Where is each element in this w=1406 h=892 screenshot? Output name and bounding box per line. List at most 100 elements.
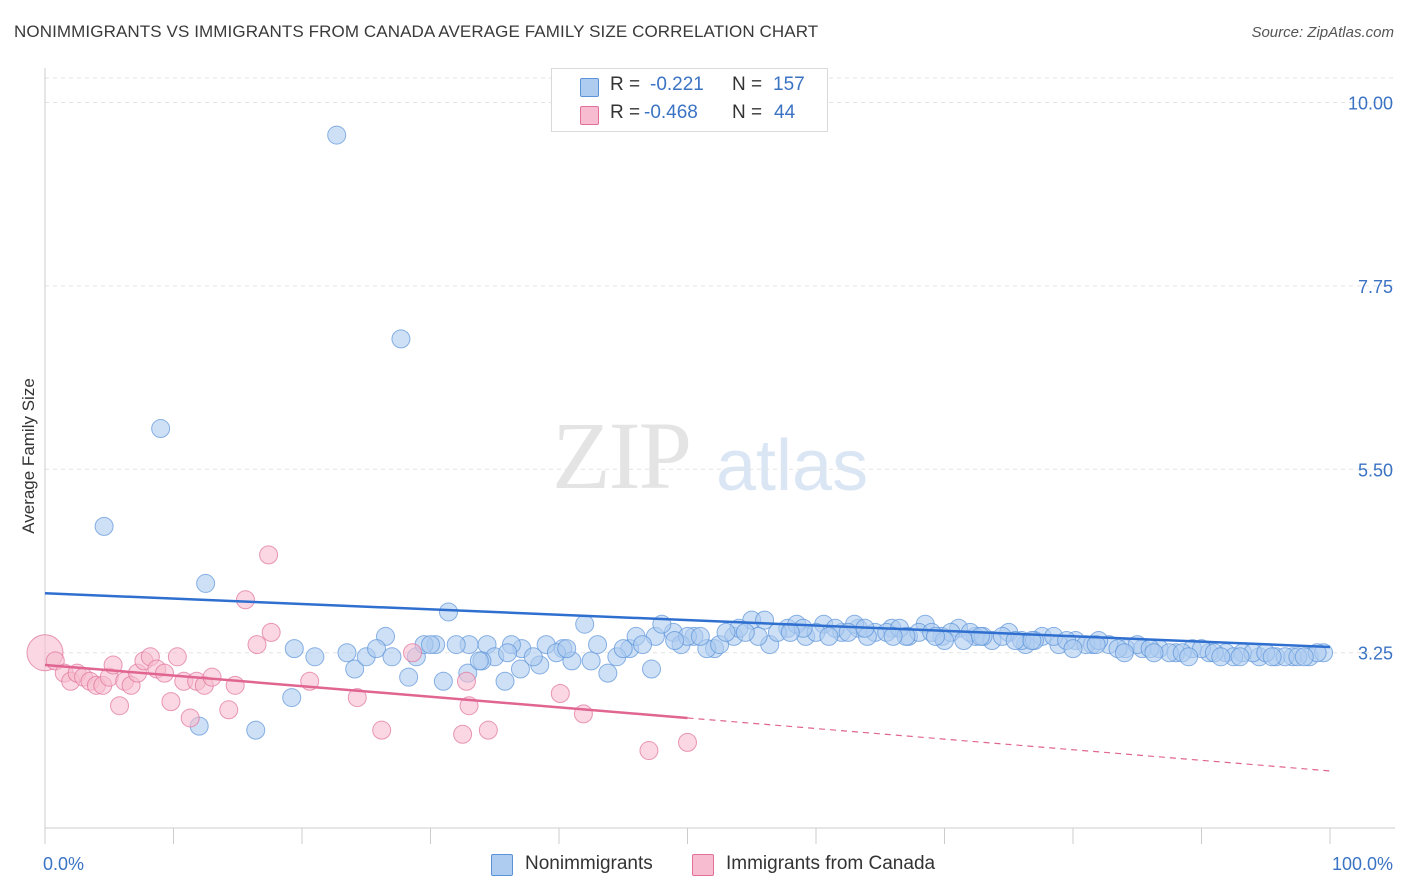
point-nonimmigrants	[883, 626, 903, 646]
legend-n-label: N =	[732, 102, 763, 123]
y-tick-label: 5.50	[1358, 460, 1393, 480]
point-nonimmigrants	[954, 631, 974, 650]
point-nonimmigrants	[495, 671, 515, 691]
chart-title: NONIMMIGRANTS VS IMMIGRANTS FROM CANADA …	[14, 22, 819, 41]
point-nonimmigrants	[282, 688, 302, 708]
point-nonimmigrants	[1022, 631, 1042, 650]
point-nonimmigrants	[1262, 647, 1282, 667]
legend-swatch-nonimmigrants	[491, 854, 513, 876]
legend-n-value: 44	[774, 102, 796, 123]
point-immigrants-canada	[180, 708, 200, 728]
trend-lines	[44, 591, 1331, 772]
point-immigrants-canada	[247, 635, 267, 655]
point-nonimmigrants	[305, 647, 325, 667]
point-nonimmigrants	[446, 635, 466, 655]
point-nonimmigrants	[633, 635, 653, 655]
point-immigrants-canada	[372, 720, 392, 740]
point-nonimmigrants	[598, 663, 618, 683]
point-immigrants-canada	[347, 688, 367, 708]
point-immigrants-canada	[261, 622, 281, 642]
point-immigrants-canada	[167, 647, 187, 667]
point-immigrants-canada	[550, 683, 570, 703]
point-immigrants-canada	[678, 732, 697, 752]
point-nonimmigrants	[399, 667, 419, 687]
y-tick-label: 7.75	[1358, 277, 1393, 297]
point-nonimmigrants	[581, 651, 601, 671]
point-nonimmigrants	[690, 626, 710, 646]
point-nonimmigrants	[421, 635, 440, 655]
trend-line-nonimmigrants	[44, 591, 1331, 649]
x-tick-label-max: 100.0%	[1332, 854, 1393, 874]
legend-n-label: N =	[732, 74, 763, 95]
point-immigrants-canada	[456, 671, 476, 691]
point-nonimmigrants	[382, 647, 402, 667]
point-immigrants-canada	[573, 704, 593, 724]
point-nonimmigrants	[196, 573, 216, 593]
point-nonimmigrants	[613, 639, 633, 659]
point-immigrants-canada	[403, 643, 423, 663]
series-immigrants-from-canada	[26, 545, 697, 761]
trend-line-immigrants-canada	[44, 663, 688, 720]
legend-n-value: 157	[773, 74, 805, 95]
legend-r-label: R =	[610, 74, 641, 95]
point-nonimmigrants	[970, 626, 990, 646]
point-nonimmigrants	[469, 651, 489, 671]
legend-r-value: -0.221	[650, 74, 704, 95]
point-nonimmigrants	[1114, 643, 1134, 663]
point-nonimmigrants	[438, 602, 458, 622]
point-nonimmigrants	[523, 647, 543, 667]
point-nonimmigrants	[735, 622, 755, 642]
point-immigrants-canada	[161, 692, 181, 712]
point-nonimmigrants	[345, 659, 365, 679]
legend-r-value: -0.468	[644, 102, 698, 123]
point-nonimmigrants	[337, 643, 357, 663]
series-legend: Nonimmigrants Immigrants from Canada	[0, 852, 1406, 878]
x-tick-label-min: 0.0%	[43, 854, 84, 874]
point-nonimmigrants	[367, 639, 387, 659]
legend-swatch-pink	[580, 106, 599, 125]
point-immigrants-canada	[639, 741, 659, 761]
point-nonimmigrants	[1086, 635, 1106, 655]
gridlines	[45, 77, 1395, 654]
y-tick-label: 10.00	[1348, 93, 1393, 113]
legend-label-immigrants-from-canada: Immigrants from Canada	[726, 853, 936, 874]
point-immigrants-canada	[453, 724, 473, 744]
point-nonimmigrants	[510, 659, 530, 679]
point-nonimmigrants	[1144, 643, 1164, 663]
source-label: Source: ZipAtlas.com	[1251, 24, 1394, 41]
point-nonimmigrants	[819, 626, 839, 646]
point-immigrants-canada	[219, 700, 239, 720]
series-nonimmigrants	[94, 125, 1334, 740]
point-nonimmigrants	[433, 671, 453, 691]
point-immigrants-canada	[110, 696, 130, 716]
point-nonimmigrants	[642, 659, 662, 679]
point-nonimmigrants	[151, 419, 171, 439]
tick-labels: 3.25 5.50 7.75 10.00 0.0% 100.0% Average Famil…	[19, 93, 1393, 874]
point-nonimmigrants	[391, 329, 411, 349]
point-nonimmigrants	[94, 516, 114, 536]
point-nonimmigrants	[588, 635, 608, 655]
point-nonimmigrants	[575, 614, 595, 634]
point-nonimmigrants	[716, 622, 736, 642]
point-nonimmigrants	[665, 631, 685, 650]
point-nonimmigrants	[284, 639, 304, 659]
point-nonimmigrants	[498, 643, 518, 663]
axes	[44, 68, 1395, 844]
watermark-atlas: atlas	[716, 426, 869, 506]
point-nonimmigrants	[1211, 647, 1231, 667]
point-immigrants-canada	[259, 545, 279, 565]
legend-swatch-blue	[580, 78, 599, 97]
point-nonimmigrants	[1230, 647, 1250, 667]
point-nonimmigrants	[780, 622, 800, 642]
point-nonimmigrants	[1063, 639, 1083, 659]
legend-swatch-immigrants-from-canada	[692, 854, 714, 876]
point-nonimmigrants	[557, 639, 577, 659]
y-tick-label: 3.25	[1358, 644, 1393, 664]
point-nonimmigrants	[246, 720, 266, 740]
point-nonimmigrants	[1294, 647, 1314, 667]
legend-label-nonimmigrants: Nonimmigrants	[525, 853, 653, 874]
point-immigrants-canada	[478, 720, 498, 740]
correlation-legend: R = -0.221 N = 157 R = -0.468 N = 44	[551, 68, 828, 132]
point-nonimmigrants	[1179, 647, 1199, 667]
